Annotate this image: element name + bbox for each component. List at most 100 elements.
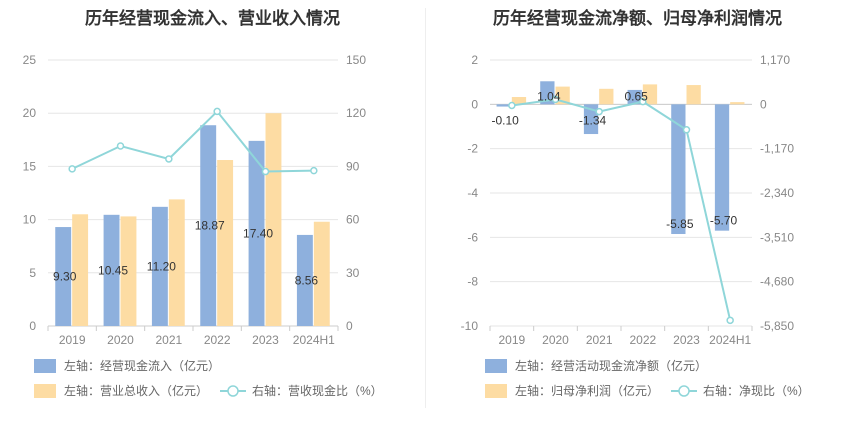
chart-svg: 25 150 20 120 15 90 10 60 5 30 0 0 2019 2020 2021 2022 2…: [23, 53, 383, 398]
y-tick-label: 5: [29, 266, 36, 280]
y-tick-label: 10: [23, 213, 37, 227]
data-label: 9.30: [53, 270, 77, 284]
y-tick-label: -6: [467, 230, 478, 244]
data-label: 0.65: [625, 89, 649, 103]
bar: [583, 104, 599, 135]
data-label: 11.20: [147, 259, 176, 273]
y2-tick-label: -1,170: [760, 142, 794, 156]
bar: [168, 199, 185, 326]
x-tick-label: 2020: [542, 333, 569, 347]
y-tick-label: -4: [467, 186, 478, 200]
net-cashflow-profit-chart: 历年经营现金流净额、归母净利润情况 2 1,170 0 0 -2 -1,170 -4 -2,3…: [425, 0, 850, 437]
line-point: [213, 107, 221, 116]
y-tick-label: 0: [471, 97, 478, 111]
x-tick-label: 2019: [498, 333, 525, 347]
bar: [55, 227, 72, 326]
legend-label: 左轴：营业总收入（亿元）: [64, 383, 208, 398]
y-tick-label: 2: [471, 53, 478, 67]
bar: [496, 104, 511, 107]
x-tick-label: 2022: [204, 333, 231, 347]
x-tick-label: 2019: [59, 333, 86, 347]
bar: [642, 84, 658, 105]
x-tick-label: 2020: [107, 333, 134, 347]
line-point: [639, 97, 647, 106]
y2-tick-label: 0: [346, 319, 353, 333]
legend-swatch: [34, 359, 56, 373]
line-point: [165, 155, 173, 163]
line-point: [682, 126, 691, 134]
bar: [511, 97, 527, 105]
bar: [730, 102, 745, 105]
y-tick-label: -8: [467, 275, 478, 289]
line-point: [68, 165, 76, 173]
y-tick-label: 25: [23, 53, 37, 67]
line-point: [116, 142, 125, 150]
line-point: [595, 107, 603, 116]
y2-tick-label: 0: [760, 97, 767, 111]
line-point: [508, 101, 516, 110]
chart-title: 历年经营现金流净额、归母净利润情况: [493, 9, 782, 28]
y2-tick-label: 1,170: [760, 53, 790, 67]
y2-tick-label: 90: [346, 159, 360, 173]
legend-label: 右轴：营收现金比（%）: [252, 383, 383, 398]
bar: [686, 85, 701, 105]
line-series: [511, 98, 732, 321]
legend-swatch: [485, 359, 507, 373]
chart-title: 历年经营现金流入、营业收入情况: [85, 9, 340, 28]
x-tick-label: 2023: [673, 333, 700, 347]
legend-swatch: [34, 384, 56, 398]
y2-tick-label: 150: [346, 53, 366, 67]
bar: [151, 206, 168, 326]
y2-tick-label: -4,680: [760, 275, 794, 289]
bar: [627, 89, 642, 105]
y2-tick-label: 120: [346, 106, 366, 120]
line-point: [551, 95, 560, 104]
legend-swatch: [678, 385, 690, 397]
bar: [313, 221, 330, 326]
data-label: 17.40: [243, 226, 273, 240]
bar: [599, 88, 614, 105]
bar: [248, 140, 265, 326]
y2-tick-label: -5,850: [760, 319, 794, 333]
y-tick-label: 20: [23, 106, 37, 120]
data-label: 8.56: [295, 273, 319, 287]
bar: [72, 214, 89, 326]
legend-label: 右轴：净现比（%）: [703, 383, 810, 398]
legend-swatch: [485, 384, 507, 398]
data-label: 18.87: [195, 219, 225, 233]
legend-label: 左轴：归母净利润（亿元）: [515, 383, 659, 398]
bar: [120, 216, 137, 326]
y-tick-label: 0: [29, 319, 36, 333]
data-label: -5.70: [710, 214, 738, 228]
y-tick-label: 15: [23, 159, 37, 173]
data-label: -1.34: [579, 113, 607, 127]
legend-label: 左轴：经营现金流入（亿元）: [64, 358, 220, 373]
x-tick-label: 2024H1: [709, 333, 751, 347]
x-tick-label: 2023: [252, 333, 279, 347]
legend-swatch: [227, 385, 239, 397]
bar: [265, 113, 282, 326]
line-point: [261, 167, 270, 176]
data-label: -5.85: [666, 217, 694, 231]
line-series: [71, 109, 314, 173]
y2-tick-label: 30: [346, 266, 360, 280]
data-label: 1.04: [537, 89, 561, 103]
panel-divider: [425, 8, 426, 408]
chart-svg: 2 1,170 0 0 -2 -1,170 -4 -2,340 -6 -3,510 -8 -4,680…: [461, 53, 810, 398]
y2-tick-label: 60: [346, 213, 360, 227]
data-label: 10.45: [98, 263, 128, 277]
line-point: [726, 316, 734, 325]
bar: [540, 81, 555, 105]
y2-tick-label: -2,340: [760, 186, 794, 200]
data-label: -0.10: [492, 113, 520, 127]
line-point: [310, 166, 318, 175]
bar: [200, 125, 217, 326]
bar: [217, 160, 234, 326]
bar: [714, 104, 730, 231]
x-tick-label: 2022: [629, 333, 656, 347]
bar: [103, 214, 120, 326]
x-tick-label: 2021: [155, 333, 182, 347]
bar: [296, 234, 313, 326]
x-tick-label: 2021: [586, 333, 613, 347]
y2-tick-label: -3,510: [760, 230, 794, 244]
